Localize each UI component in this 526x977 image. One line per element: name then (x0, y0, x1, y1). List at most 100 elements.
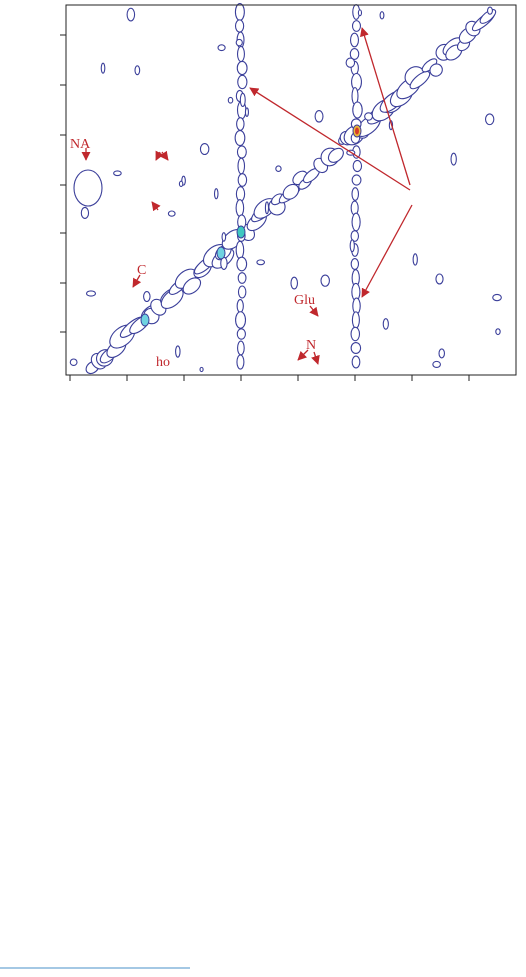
contour (350, 258, 360, 270)
arrow (155, 150, 164, 161)
contour (256, 259, 266, 266)
contours (69, 3, 502, 375)
peak (216, 246, 226, 260)
contour (113, 170, 122, 177)
contour (236, 299, 244, 313)
contour (327, 147, 344, 163)
contour (237, 173, 248, 187)
arrow (132, 274, 142, 288)
contour (290, 276, 299, 290)
contour (236, 328, 246, 340)
contour (227, 96, 234, 104)
arrow (309, 305, 319, 317)
contour (236, 256, 248, 272)
annotation: ho (156, 355, 170, 370)
contour (314, 110, 324, 123)
contour (438, 348, 445, 359)
contour (143, 291, 151, 303)
contour (379, 11, 385, 20)
contour (199, 366, 204, 373)
contour (244, 107, 249, 117)
contour (221, 232, 227, 242)
contour (234, 129, 246, 147)
contour (412, 253, 418, 266)
contour (492, 293, 502, 302)
contour (409, 70, 431, 90)
contour (349, 239, 355, 253)
contour (484, 113, 495, 126)
contour (345, 57, 356, 68)
contour (429, 63, 443, 77)
annotation: NA (70, 137, 91, 152)
left-ticks (60, 34, 66, 333)
arrows (81, 27, 413, 365)
contour (432, 360, 441, 369)
annotation: Glu (294, 293, 315, 308)
contour (213, 188, 219, 200)
contour (100, 62, 106, 74)
contour (320, 274, 330, 287)
contour (450, 152, 457, 166)
contour (264, 201, 270, 215)
contour (349, 48, 360, 60)
contour (237, 340, 245, 356)
contour (134, 65, 141, 76)
contour (178, 180, 184, 188)
contour (236, 60, 248, 76)
bottom-ticks (69, 375, 470, 381)
contour (236, 45, 245, 63)
contour (382, 318, 389, 330)
contour (175, 345, 181, 358)
arrow (311, 351, 320, 365)
contour (486, 6, 493, 15)
contour (237, 74, 248, 90)
contour (80, 206, 90, 219)
arrow (151, 201, 161, 212)
contour (235, 240, 245, 260)
contour (495, 328, 501, 336)
contour (435, 273, 444, 285)
plot-frame (65, 4, 517, 376)
contour (236, 117, 245, 131)
peak (236, 225, 246, 239)
contour (236, 354, 245, 370)
contour (234, 3, 245, 21)
contour (237, 272, 247, 284)
contour (357, 9, 363, 17)
contour (282, 183, 300, 200)
arrow (297, 349, 309, 361)
contour (69, 358, 78, 367)
contour (351, 187, 360, 201)
contour (236, 145, 247, 159)
contour (364, 112, 374, 121)
contour (182, 277, 202, 295)
contour (85, 290, 97, 297)
contour (237, 285, 247, 299)
arrow (249, 87, 411, 191)
annotation: N (306, 338, 316, 353)
contour (350, 342, 362, 354)
contour (349, 32, 360, 48)
contour (351, 311, 360, 329)
contour (351, 355, 361, 369)
contour (350, 230, 360, 242)
contour (126, 7, 136, 22)
contour (217, 44, 226, 52)
peak (355, 127, 359, 135)
contour (351, 212, 361, 232)
arrow (361, 204, 413, 298)
contour (235, 199, 245, 217)
annotation: C (137, 263, 146, 278)
contour (160, 287, 184, 309)
arrow (360, 27, 411, 186)
contour (235, 186, 246, 202)
contour (235, 38, 243, 47)
contour (275, 165, 282, 172)
contour (350, 326, 361, 342)
contour (239, 92, 246, 108)
contour (167, 210, 176, 217)
contour (234, 19, 245, 33)
arrow (159, 150, 169, 161)
